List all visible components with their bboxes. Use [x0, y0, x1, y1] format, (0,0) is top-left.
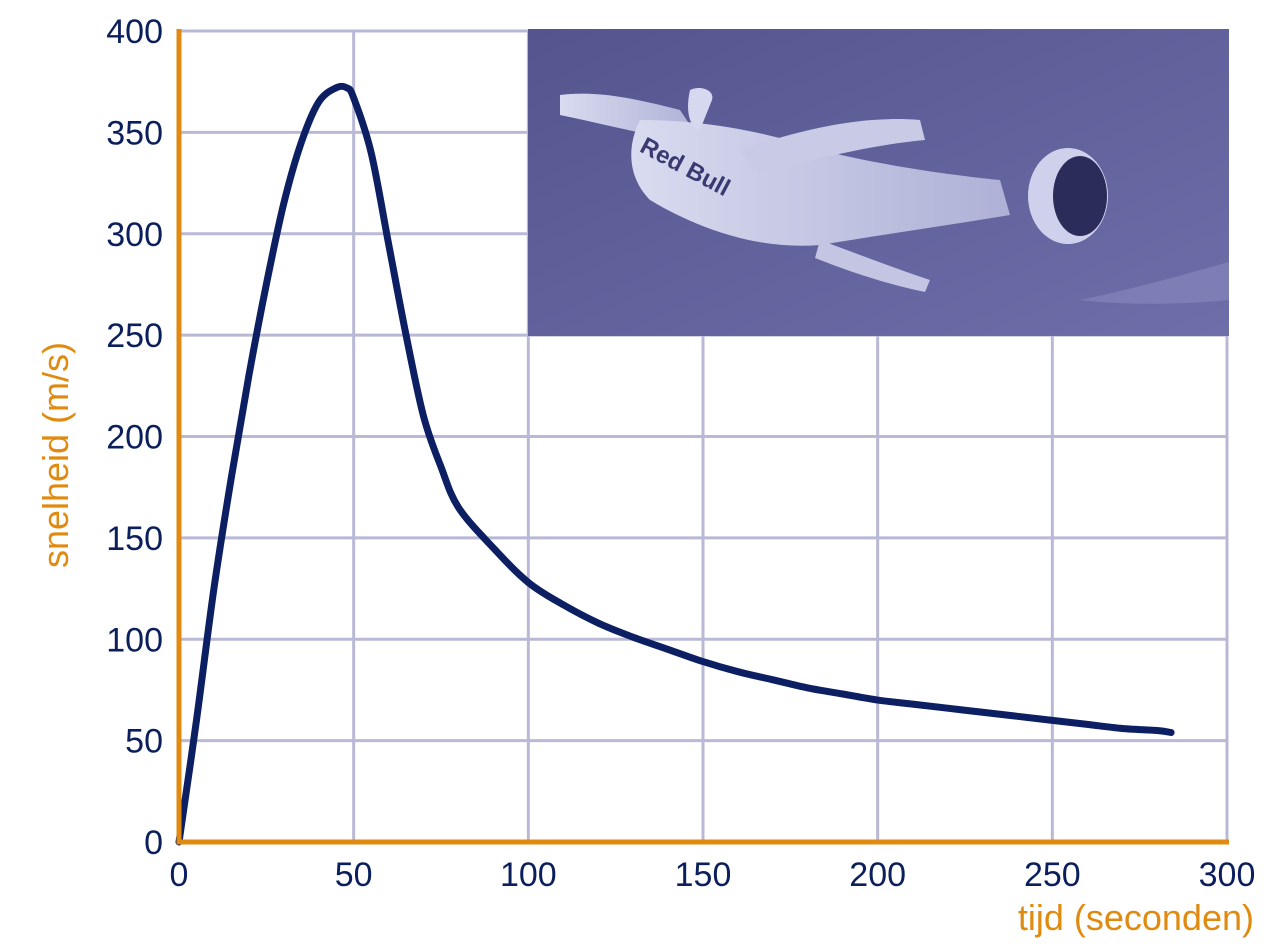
- y-tick-label: 100: [106, 621, 163, 659]
- x-tick-label: 0: [170, 856, 189, 894]
- velocity-curve: [175, 82, 1175, 846]
- y-tick-label: 150: [106, 520, 163, 558]
- y-tick-label: 300: [106, 216, 163, 254]
- y-tick-label: 400: [106, 13, 163, 51]
- x-tick-label: 100: [500, 856, 557, 894]
- y-tick-label: 0: [144, 824, 163, 862]
- x-axis-label: tijd (seconden): [1018, 897, 1254, 938]
- skydiver-photo: Red Bull: [528, 29, 1229, 336]
- y-tick-labels: 0 50 100 150 200 250 300 350 400: [106, 13, 163, 862]
- y-tick-label: 50: [125, 723, 163, 761]
- x-tick-label: 250: [1024, 856, 1081, 894]
- x-tick-label: 200: [849, 856, 906, 894]
- x-tick-label: 150: [675, 856, 732, 894]
- x-tick-labels: 0 50 100 150 200 250 300: [170, 856, 1256, 894]
- skydiver-figure: [560, 88, 1108, 292]
- y-tick-label: 250: [106, 317, 163, 355]
- x-tick-label: 300: [1199, 856, 1256, 894]
- x-tick-label: 50: [335, 856, 373, 894]
- axes: [176, 29, 1229, 845]
- y-tick-label: 350: [106, 114, 163, 152]
- y-axis-label: snelheid (m/s): [35, 342, 76, 568]
- y-tick-label: 200: [106, 419, 163, 457]
